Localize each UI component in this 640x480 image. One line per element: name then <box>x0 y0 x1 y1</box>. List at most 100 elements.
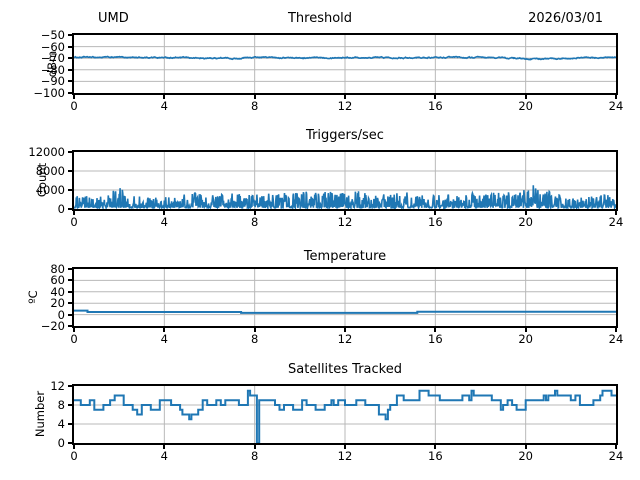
y-tick-label: 0 <box>57 307 65 322</box>
y-tick-label: −70 <box>40 51 65 66</box>
y-tick-mark <box>68 57 72 60</box>
station-label: UMD <box>98 11 129 26</box>
x-tick-label: 20 <box>518 215 533 229</box>
y-tick-mark <box>68 151 72 153</box>
threshold-dbm-line <box>74 55 616 61</box>
x-tick-label: 16 <box>428 99 443 113</box>
y-tick-mark <box>68 404 72 406</box>
x-tick-mark <box>73 328 75 332</box>
y-tick-mark <box>68 325 72 327</box>
y-tick-mark <box>68 170 72 172</box>
x-tick-label: 20 <box>518 99 533 113</box>
x-tick-mark <box>73 95 75 99</box>
y-tick-label: 0 <box>57 436 65 450</box>
y-tick-label: 12000 <box>28 145 65 159</box>
y-tick-mark <box>68 208 72 210</box>
x-tick-mark <box>163 445 166 449</box>
plot-title-satellites: Satellites Tracked <box>288 362 402 377</box>
y-tick-label: −100 <box>33 86 65 100</box>
y-tick-label: 4000 <box>35 183 65 197</box>
x-tick-label: 20 <box>518 332 533 346</box>
plot-title-temperature: Temperature <box>303 249 387 264</box>
y-tick-mark <box>68 423 72 425</box>
x-tick-mark <box>434 211 437 215</box>
x-tick-label: 8 <box>250 99 259 113</box>
y-tick-label: −20 <box>40 319 65 333</box>
x-tick-label: 4 <box>160 215 168 229</box>
x-tick-mark <box>253 211 256 215</box>
satellites-number-line <box>74 389 616 443</box>
y-tick-mark <box>68 268 72 270</box>
triggers-canvas <box>74 152 616 209</box>
x-tick-label: 24 <box>608 332 624 346</box>
x-tick-mark <box>163 95 166 99</box>
x-tick-mark <box>163 211 166 215</box>
x-tick-label: 8 <box>250 449 259 463</box>
y-tick-mark <box>68 68 72 71</box>
date-label: 2026/03/01 <box>528 11 603 26</box>
x-tick-label: 12 <box>337 99 353 113</box>
x-tick-label: 4 <box>160 332 168 346</box>
y-tick-mark <box>68 92 72 94</box>
x-tick-label: 12 <box>337 449 353 463</box>
y-tick-mark <box>68 45 72 48</box>
x-tick-mark <box>344 211 346 215</box>
x-tick-mark <box>253 95 256 99</box>
y-tick-label: 0 <box>57 202 65 216</box>
y-tick-mark <box>68 189 72 191</box>
x-tick-mark <box>524 95 527 99</box>
y-tick-label: 8000 <box>35 164 65 178</box>
x-tick-mark <box>344 445 346 449</box>
x-tick-label: 24 <box>608 215 624 229</box>
x-tick-mark <box>253 328 256 332</box>
y-tick-mark <box>68 290 72 293</box>
y-tick-mark <box>68 34 72 36</box>
y-tick-mark <box>68 279 72 282</box>
x-tick-label: 0 <box>70 332 78 346</box>
triggers-count-line <box>74 185 616 209</box>
y-tick-mark <box>68 385 72 387</box>
y-tick-label: 12 <box>50 379 65 393</box>
y-tick-label: 8 <box>57 398 65 412</box>
y-tick-label: 20 <box>50 296 65 311</box>
x-tick-mark <box>163 328 166 332</box>
ylabel-number: Number <box>33 390 47 438</box>
x-tick-mark <box>524 328 527 332</box>
x-tick-mark <box>524 445 527 449</box>
x-tick-label: 12 <box>337 215 353 229</box>
y-tick-label: −80 <box>40 62 65 77</box>
y-tick-mark <box>68 442 72 444</box>
y-tick-label: 40 <box>50 284 65 299</box>
x-tick-label: 0 <box>70 215 78 229</box>
temperature-canvas <box>74 269 616 326</box>
x-tick-mark <box>253 445 256 449</box>
x-tick-label: 12 <box>337 332 353 346</box>
x-tick-label: 4 <box>160 449 168 463</box>
x-tick-label: 8 <box>250 215 259 229</box>
x-tick-label: 16 <box>428 332 443 346</box>
ylabel-count: Count <box>35 162 49 198</box>
threshold-canvas <box>74 35 616 93</box>
x-tick-mark <box>434 445 437 449</box>
y-tick-mark <box>68 313 72 316</box>
y-tick-mark <box>68 302 72 305</box>
y-tick-mark <box>68 80 72 83</box>
x-tick-mark <box>524 211 527 215</box>
x-tick-mark <box>73 445 75 449</box>
y-tick-label: 60 <box>50 273 65 288</box>
x-tick-mark <box>344 95 346 99</box>
y-tick-label: −90 <box>40 74 65 89</box>
x-tick-mark <box>615 445 617 449</box>
y-tick-label: 80 <box>50 262 65 276</box>
plot-title-threshold: Threshold <box>287 11 353 26</box>
temperature-c-line <box>74 309 616 314</box>
x-tick-label: 24 <box>608 99 624 113</box>
x-tick-mark <box>434 95 437 99</box>
x-tick-mark <box>73 211 75 215</box>
y-tick-label: −60 <box>40 39 65 54</box>
satellites-plot <box>72 384 618 445</box>
y-tick-label: −50 <box>40 28 65 42</box>
x-tick-label: 0 <box>70 449 78 463</box>
x-tick-label: 16 <box>428 449 443 463</box>
x-tick-label: 24 <box>608 449 624 463</box>
